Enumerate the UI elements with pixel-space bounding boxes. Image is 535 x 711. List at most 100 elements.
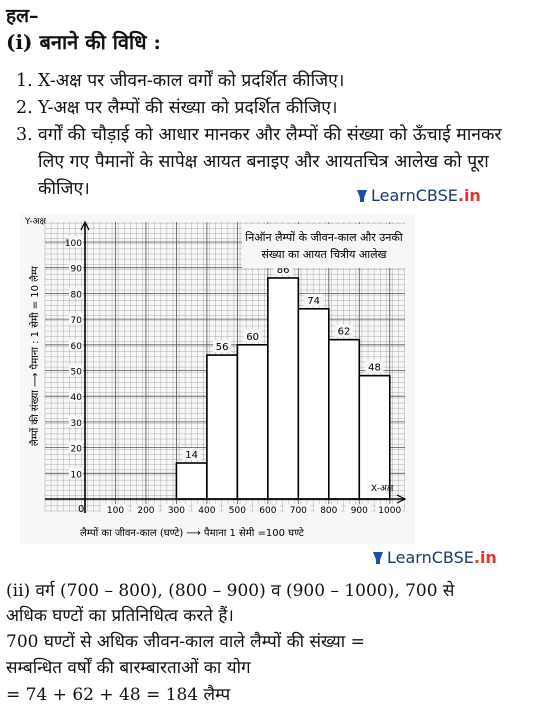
solution-heading: हल– — [6, 5, 39, 27]
brand-name: LearnCBSE — [371, 186, 458, 205]
y-tick-label: 60 — [71, 342, 83, 352]
step-number: 1. — [16, 71, 33, 91]
bar-value-label: 86 — [277, 265, 290, 276]
tick-bg — [345, 504, 372, 515]
y-tick-label: 100 — [65, 239, 82, 249]
list-item: 1. X-अक्ष पर जीवन-काल वर्गों को प्रदर्शित… — [16, 68, 528, 95]
histogram-bar — [236, 344, 269, 500]
brand-name: LearnCBSE — [387, 548, 474, 567]
brand-suffix: .in — [473, 548, 497, 567]
tick-bg — [101, 504, 128, 515]
bar-value-label: 48 — [368, 363, 381, 374]
bar-label-bg — [243, 329, 262, 342]
tick-bg — [69, 261, 83, 273]
tick-bg — [253, 504, 280, 515]
tick-bg — [131, 504, 158, 515]
histogram-bar — [358, 374, 391, 500]
y-tick-label: 10 — [71, 470, 83, 480]
chart-title-line-2: संख्या का आयत चित्रीय आलेख — [261, 248, 387, 261]
y-axis-end-label: Y-अक्ष — [24, 217, 47, 227]
axes — [45, 220, 407, 513]
y-axis-label: लैम्पों की संख्या ⟶ पैमाना : 1 सेमी = 10… — [29, 266, 41, 446]
histogram-bar — [297, 308, 330, 500]
y-tick-label: 90 — [71, 265, 83, 275]
bar-value-label: 14 — [185, 450, 198, 461]
tick-bg — [69, 313, 83, 325]
steps-list: 1. X-अक्ष पर जीवन-काल वर्गों को प्रदर्शित… — [16, 68, 528, 203]
histogram-bar — [175, 462, 208, 500]
tick-bg — [69, 236, 83, 247]
tick-bg — [69, 467, 83, 479]
tick-bg — [69, 338, 83, 350]
conclusion-line-3: 700 घण्टों से अधिक जीवन-काल वाले लैम्पों… — [6, 632, 365, 652]
brand-watermark-2: LearnCBSE.in — [372, 548, 497, 567]
conclusion-result: = 74 + 62 + 48 = 184 लैम्प — [6, 685, 231, 705]
step-number: 2. — [16, 98, 33, 118]
list-item: 3. वर्गों की चौड़ाई को आधार मानकर और लैम्… — [16, 122, 528, 203]
lamp-icon — [373, 552, 383, 564]
x-axis-arrow — [396, 494, 407, 504]
x-tick-label: 800 — [320, 506, 337, 516]
tick-bg — [375, 504, 402, 515]
x-tick-label: 700 — [290, 506, 307, 516]
step-text: Y-अक्ष पर लैम्पों की संख्या को प्रदर्शित… — [38, 98, 338, 118]
bar-value-label: 62 — [338, 327, 351, 338]
tick-bg — [69, 287, 83, 299]
y-tick-label: 50 — [71, 368, 83, 378]
x-tick-label: 600 — [259, 506, 276, 516]
conclusion-line-4: सम्बन्धित वर्षों की बारम्बारताओं का योग — [6, 658, 251, 678]
brand-suffix: .in — [457, 186, 481, 205]
tick-bg — [192, 504, 219, 515]
bar-label-bg — [304, 293, 323, 306]
brand-watermark: LearnCBSE.in — [356, 186, 481, 205]
bar-value-label: 74 — [307, 296, 320, 307]
tick-bg — [69, 441, 83, 453]
chart-title-box — [242, 224, 406, 268]
tick-bg — [314, 504, 341, 515]
x-axis-label: लैम्पों का जीवन-काल (घण्टे) ⟶ पैमाना 1 स… — [80, 527, 305, 539]
conclusion-line-2: अधिक घण्टों का प्रतिनिधित्व करते हैं। — [6, 606, 234, 626]
method-subheading: (i) बनाने की विधि : — [6, 30, 161, 54]
bar-value-label: 60 — [246, 332, 259, 343]
bar-label-bg — [365, 360, 384, 373]
x-tick-label: 300 — [168, 506, 185, 516]
conclusion-line-1: (ii) वर्ग (700 – 800), (800 – 900) व (90… — [6, 581, 455, 601]
y-tick-label: 70 — [71, 316, 83, 326]
x-tick-label: 1000 — [378, 506, 401, 516]
y-tick-label: 20 — [71, 445, 83, 455]
tick-bg — [69, 390, 83, 402]
bar-label-bg — [213, 340, 232, 353]
y-tick-label: 80 — [71, 290, 83, 300]
tick-bg — [223, 504, 250, 515]
step-text: वर्गों की चौड़ाई को आधार मानकर और लैम्पो… — [38, 125, 502, 199]
bars — [175, 277, 391, 500]
bar-label-bg — [182, 448, 201, 461]
x-tick-label: 500 — [229, 506, 246, 516]
tick-bg — [69, 364, 83, 376]
x-tick-label: 100 — [107, 506, 124, 516]
step-number: 3. — [16, 125, 33, 145]
x-tick-label: 900 — [351, 506, 368, 516]
x-axis-end-label: X-अक्ष — [371, 484, 394, 494]
bar-value-label: 56 — [216, 342, 229, 353]
x-origin-label: 0 — [78, 504, 84, 515]
histogram-bar — [267, 277, 300, 500]
y-axis-arrow — [80, 220, 90, 231]
histogram-bar — [206, 354, 239, 500]
tick-bg — [284, 504, 311, 515]
chart-title-line-1: निऑन लैम्पों के जीवन-काल और उनकी — [245, 231, 403, 244]
y-tick-label: 40 — [71, 393, 83, 403]
tick-bg — [69, 415, 83, 427]
bar-label-bg — [335, 324, 354, 337]
y-tick-label: 30 — [71, 419, 83, 429]
value-labels: 14 56 60 86 74 62 48 — [182, 262, 384, 461]
lamp-icon — [357, 190, 367, 202]
tick-bg — [162, 504, 189, 515]
x-tick-label: 200 — [137, 506, 154, 516]
histogram-bar — [328, 338, 361, 500]
histogram-chart: 14 56 60 86 74 62 48 10 20 30 40 50 60 70 80 90 100 100 2… — [20, 214, 415, 544]
x-tick-label: 400 — [198, 506, 215, 516]
step-text: X-अक्ष पर जीवन-काल वर्गों को प्रदर्शित क… — [38, 71, 345, 91]
list-item: 2. Y-अक्ष पर लैम्पों की संख्या को प्रदर्श… — [16, 95, 528, 122]
